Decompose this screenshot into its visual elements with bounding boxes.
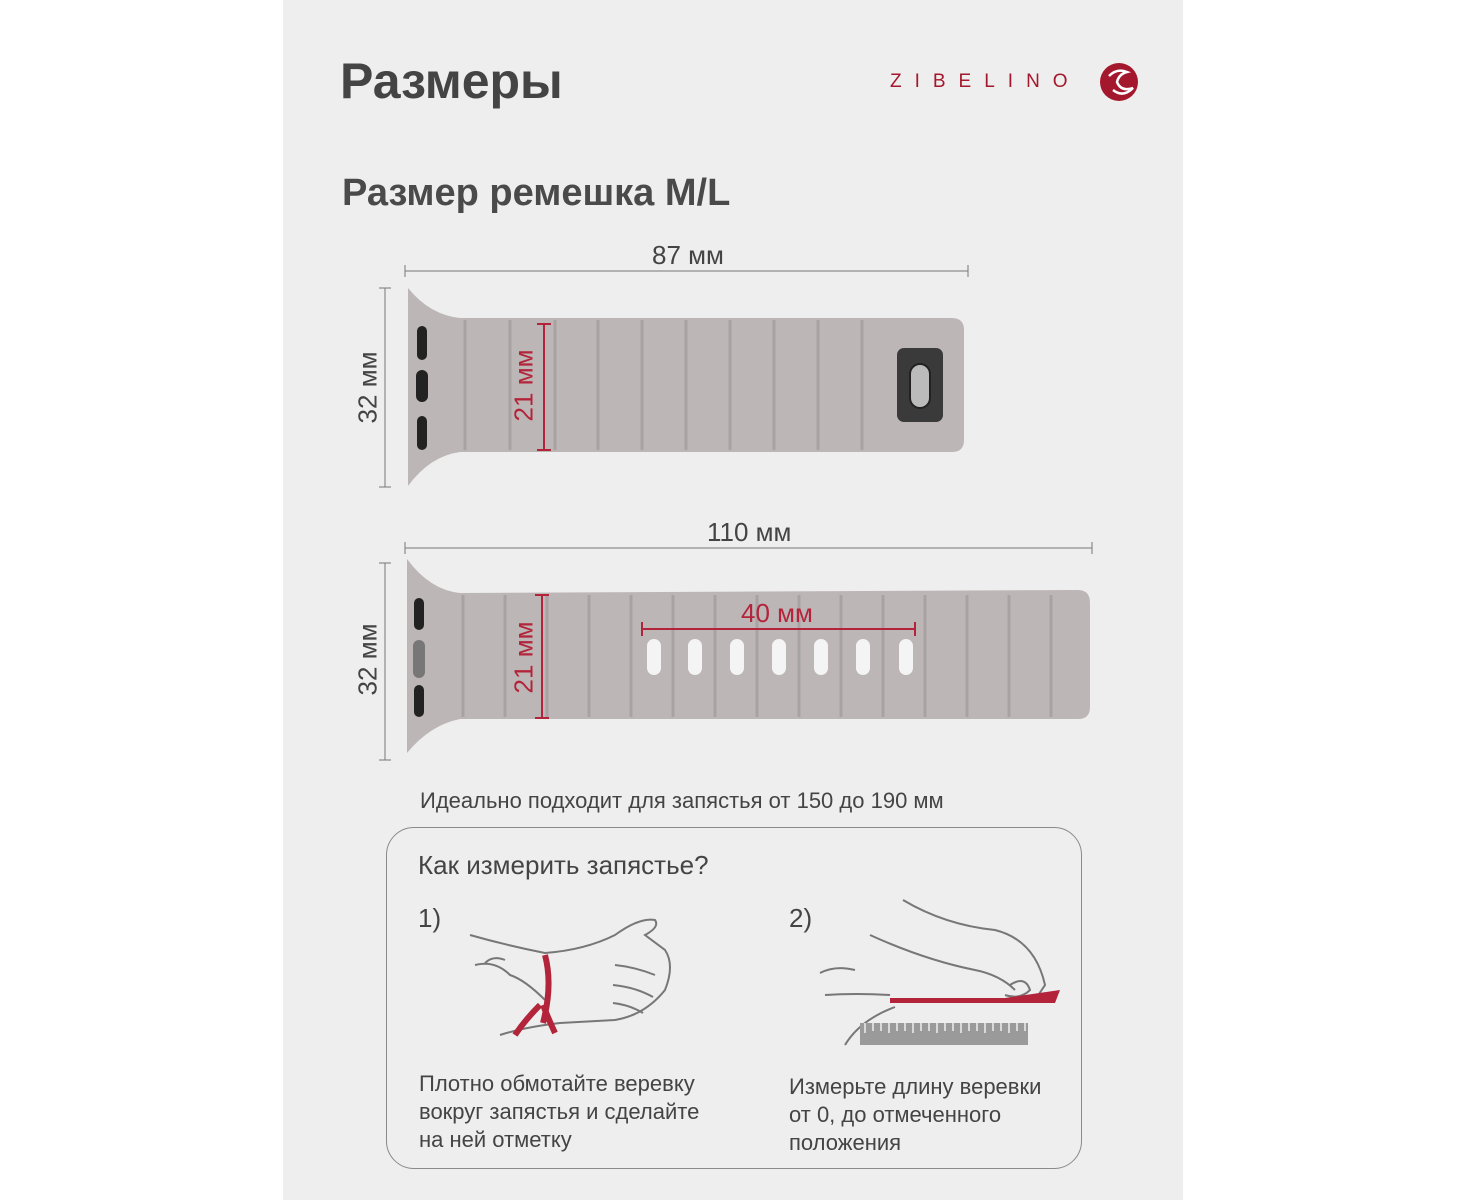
brand-emblem-icon (1099, 63, 1138, 101)
brand-name: ZIBELINO (890, 71, 1081, 92)
step-2-text: Измерьте длину веревки от 0, до отмеченн… (789, 1073, 1119, 1157)
step-2-number: 2) (789, 903, 813, 933)
step-1-line: на ней отметку (419, 1127, 572, 1152)
strap-long-height: 32 мм (352, 623, 383, 696)
step-2-line: Измерьте длину веревки (789, 1074, 1042, 1099)
wrist-wrap-illustration (469, 918, 671, 1037)
strap-short-diagram (379, 265, 969, 488)
strap-short-length: 87 мм (652, 240, 724, 270)
step-1-line: вокруг запястья и сделайте (419, 1099, 700, 1124)
holes-span: 40 мм (741, 598, 813, 628)
step-1-line: Плотно обмотайте веревку (419, 1071, 695, 1096)
strap-short-width: 21 мм (508, 349, 539, 422)
page-title: Размеры (340, 53, 563, 109)
step-1-number: 1) (418, 903, 442, 933)
step-2-line: положения (789, 1130, 902, 1155)
strap-long-width: 21 мм (508, 621, 539, 694)
section-title: Размер ремешка M/L (342, 172, 731, 214)
strap-long-diagram (379, 542, 1093, 761)
measure-title: Как измерить запястье? (418, 850, 709, 880)
step-2-line: от 0, до отмеченного (789, 1102, 1002, 1127)
strap-short-height: 32 мм (352, 351, 383, 424)
step-1-text: Плотно обмотайте веревку вокруг запястья… (419, 1070, 749, 1154)
brand-logo: ZIBELINO (890, 62, 1139, 102)
measure-string-illustration (819, 899, 1060, 1046)
fit-range-text: Идеально подходит для запястья от 150 до… (420, 788, 944, 813)
measure-instructions-box (386, 827, 1082, 1169)
strap-long-length: 110 мм (707, 517, 792, 547)
